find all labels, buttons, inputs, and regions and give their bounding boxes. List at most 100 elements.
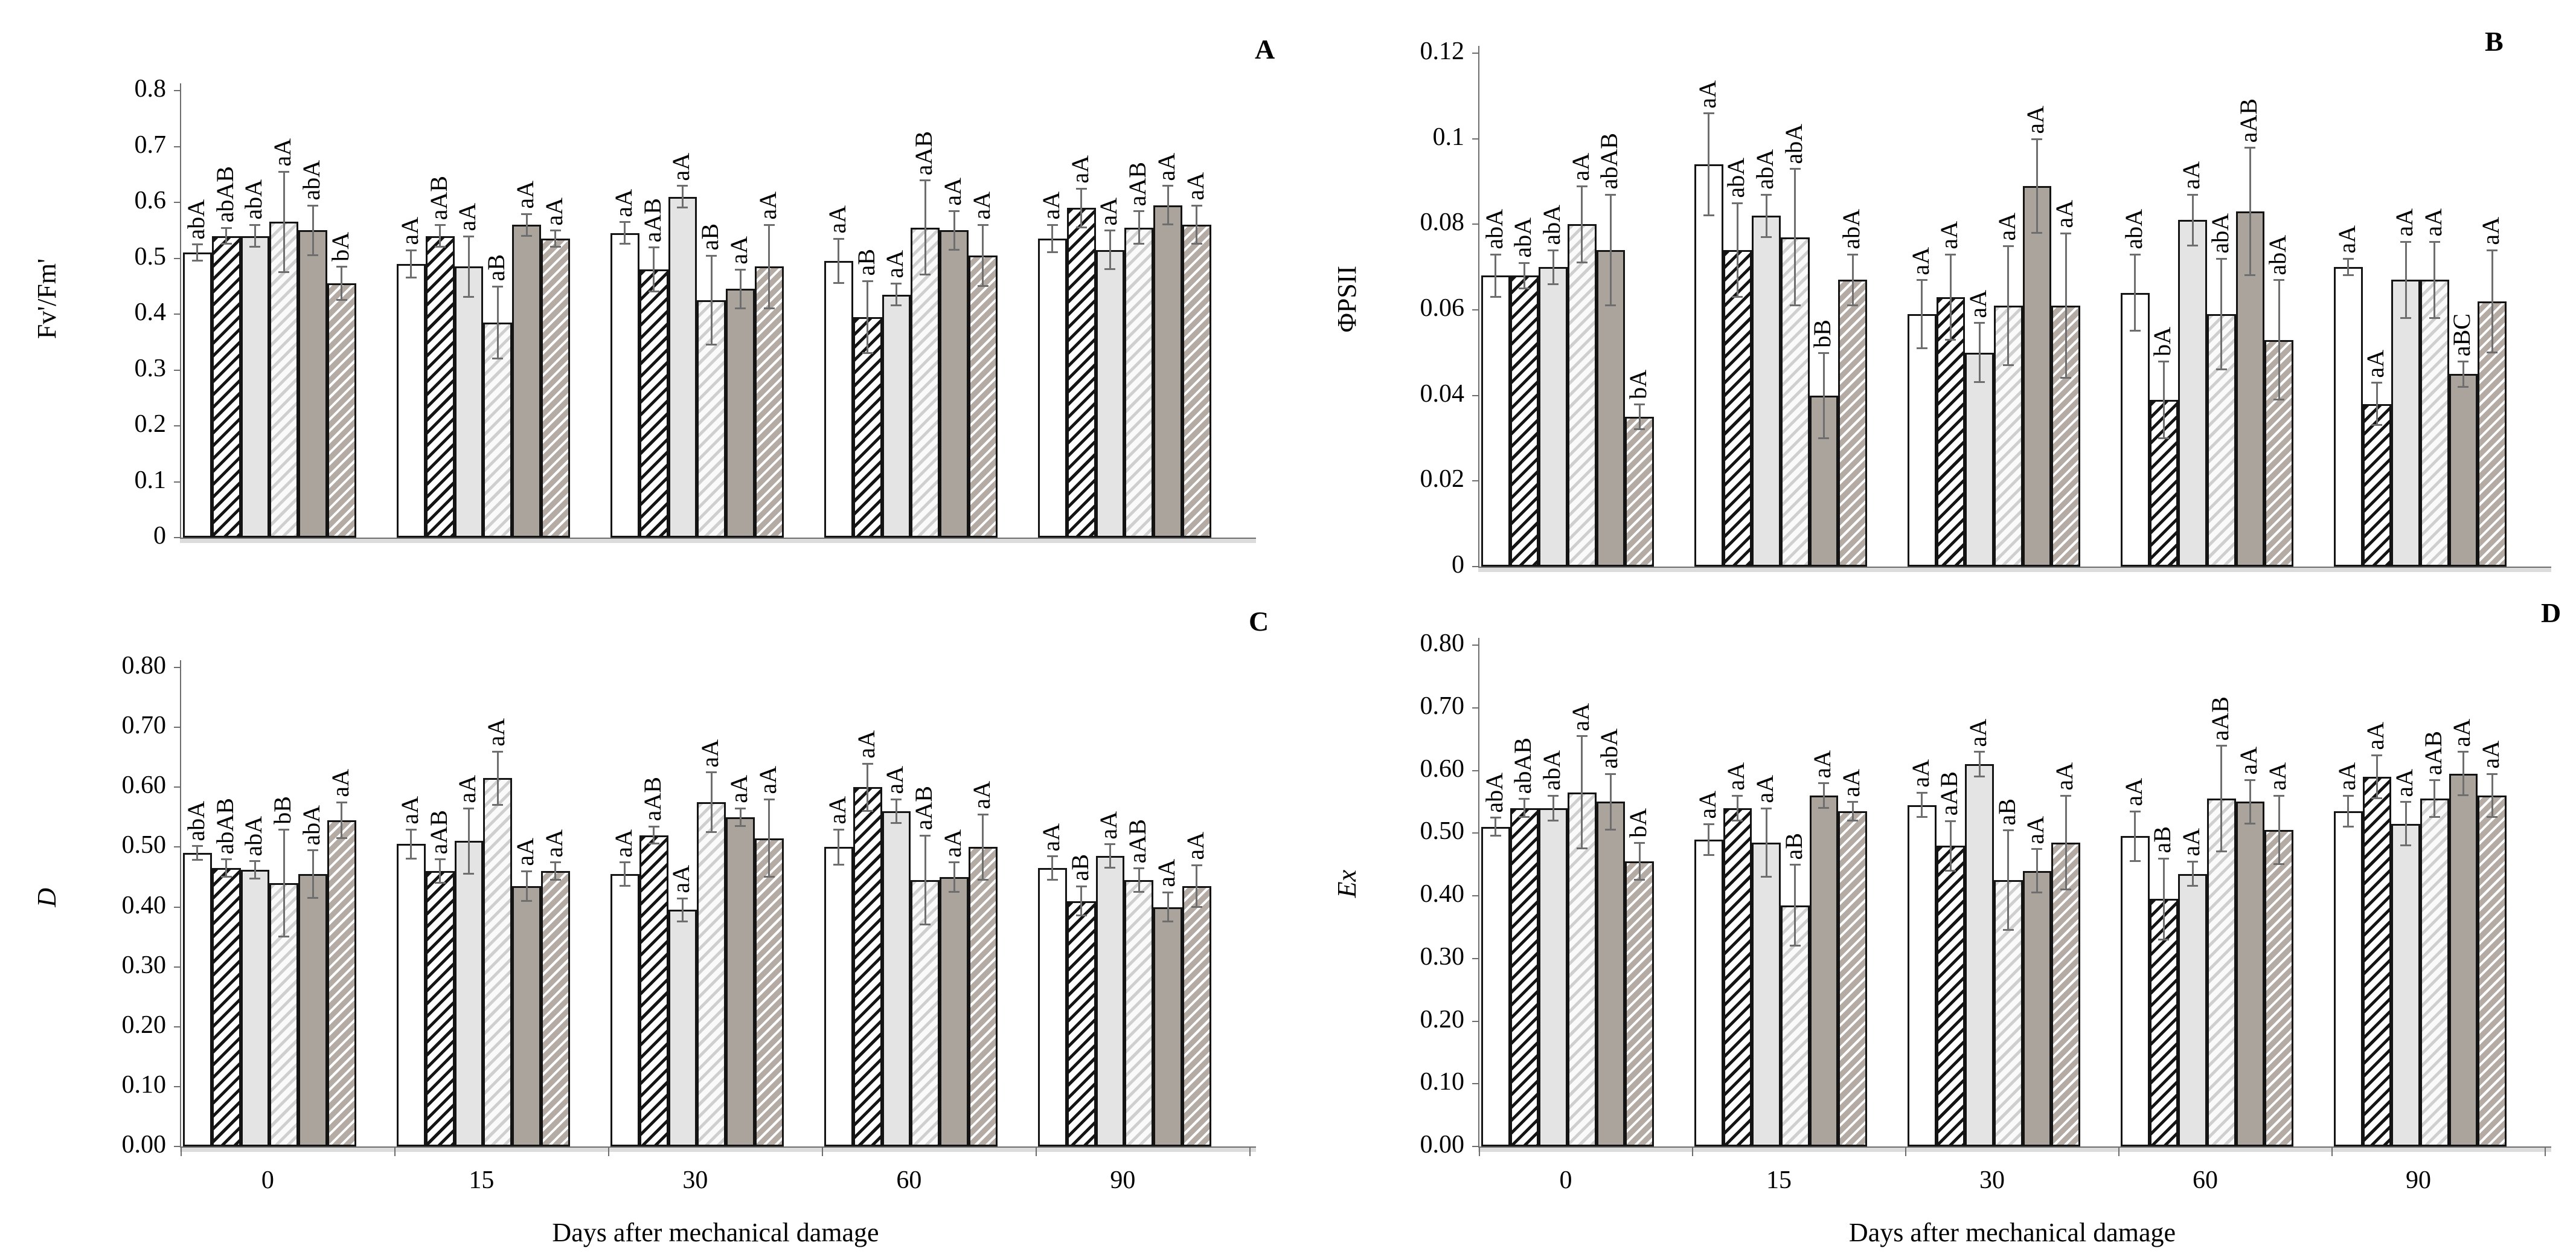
bar [1567, 224, 1597, 567]
error-bar [410, 829, 412, 860]
bar [298, 873, 327, 1146]
error-bar-top-cap [619, 221, 630, 223]
error-bar [1794, 169, 1796, 306]
error-bar-top-cap [1732, 202, 1743, 204]
bar-significance-label: aA [2448, 718, 2476, 747]
error-bar [1495, 817, 1497, 837]
bar-significance-label: aA [2022, 106, 2049, 134]
bar-significance-label: aA [1037, 191, 1065, 220]
bar-significance-label: aB [852, 249, 880, 276]
error-bar-bottom-cap [336, 837, 347, 839]
error-bar-top-cap [2129, 253, 2141, 256]
error-bar [624, 862, 626, 886]
error-bar-top-cap [2342, 795, 2354, 797]
error-bar-top-cap [1605, 193, 1616, 196]
error-bar-top-cap [862, 280, 873, 282]
bar [1908, 314, 1937, 567]
error-bar-bottom-cap [191, 859, 203, 861]
error-bar-bottom-cap [2429, 317, 2440, 320]
y-tick-label: 0.50 [1420, 817, 1465, 846]
error-bar-bottom-cap [1761, 236, 1772, 238]
error-bar-top-cap [1916, 791, 1927, 794]
bar-significance-label: aAB [1935, 771, 1963, 816]
y-tick [1472, 707, 1479, 709]
error-bar [2347, 259, 2350, 276]
y-tick-label: 0 [1452, 551, 1464, 579]
bar [726, 289, 755, 538]
bar-significance-label: aA [881, 766, 909, 795]
error-bar [467, 808, 470, 874]
error-bar-bottom-cap [2158, 437, 2170, 439]
error-bar [2220, 259, 2223, 370]
bar-significance-label: aA [453, 202, 481, 231]
error-bar [982, 225, 984, 286]
y-tick [1472, 645, 1479, 646]
error-bar-top-cap [949, 210, 960, 212]
x-category-label: 60 [2192, 1166, 2218, 1194]
y-tick [174, 481, 181, 483]
error-bar-bottom-cap [1490, 295, 1501, 298]
error-bar-bottom-cap [1974, 381, 1985, 384]
error-bar-top-cap [1789, 864, 1801, 866]
error-bar-top-cap [1818, 352, 1830, 354]
error-bar-bottom-cap [549, 878, 561, 881]
bar-significance-label: abAB [1595, 133, 1623, 190]
bar [425, 236, 455, 538]
error-bar-bottom-cap [1945, 338, 1956, 341]
error-bar-bottom-cap [1133, 243, 1145, 245]
y-tick [174, 1026, 181, 1027]
y-tick-label: 0.12 [1420, 37, 1465, 65]
error-bar-top-cap [1945, 820, 1956, 822]
error-bar-top-cap [1576, 735, 1588, 738]
bar-significance-label: aA [453, 775, 481, 803]
error-bar [1851, 802, 1854, 821]
bar-significance-label: aB [1066, 854, 1094, 881]
error-bar-bottom-cap [833, 282, 844, 285]
x-tick [822, 1148, 823, 1156]
panel-c: D C Days after mechanical damage 0.00 0.1… [0, 606, 1288, 1257]
error-bar-top-cap [307, 204, 319, 207]
error-bar [982, 814, 984, 880]
bar-significance-label: aA [609, 829, 637, 858]
bar [1481, 826, 1510, 1146]
bar [2449, 374, 2478, 567]
error-bar-top-cap [1634, 403, 1645, 405]
y-tick [1472, 394, 1479, 396]
error-bar-top-cap [706, 254, 717, 257]
error-bar-bottom-cap [1548, 819, 1559, 821]
bar-significance-label: aAB [1124, 818, 1152, 864]
error-bar [525, 213, 528, 236]
error-bar [1138, 868, 1140, 892]
bar [1567, 792, 1597, 1146]
y-tick-label: 0.2 [134, 410, 167, 438]
error-bar-top-cap [336, 266, 347, 268]
error-bar-top-cap [1847, 253, 1859, 256]
bar [754, 266, 784, 538]
error-bar [1921, 280, 1923, 349]
error-bar-bottom-cap [191, 260, 203, 262]
error-bar [1196, 205, 1198, 245]
error-bar [2376, 754, 2378, 799]
bar [240, 870, 270, 1146]
bar-significance-label: aA [823, 205, 851, 234]
error-bar-top-cap [434, 858, 446, 861]
error-bar-top-cap [891, 799, 902, 801]
error-bar-top-cap [1974, 322, 1985, 324]
error-bar-top-cap [1974, 751, 1985, 753]
error-bar-top-cap [763, 224, 775, 226]
error-bar [1581, 736, 1583, 849]
error-bar-top-cap [1133, 867, 1145, 870]
bar-significance-label: aB [482, 254, 510, 281]
error-bar-bottom-cap [1075, 226, 1087, 228]
error-bar [1109, 230, 1111, 269]
x-category-label: 30 [682, 1166, 708, 1194]
error-bar-bottom-cap [677, 207, 688, 209]
error-bar-bottom-cap [1191, 243, 1202, 245]
bar [882, 294, 911, 538]
y-tick [174, 727, 181, 728]
bar-significance-label: abA [1837, 209, 1865, 249]
bar [1124, 879, 1154, 1146]
bar [1539, 808, 1568, 1146]
error-bar-top-cap [336, 802, 347, 804]
bar-significance-label: bA [326, 232, 354, 262]
